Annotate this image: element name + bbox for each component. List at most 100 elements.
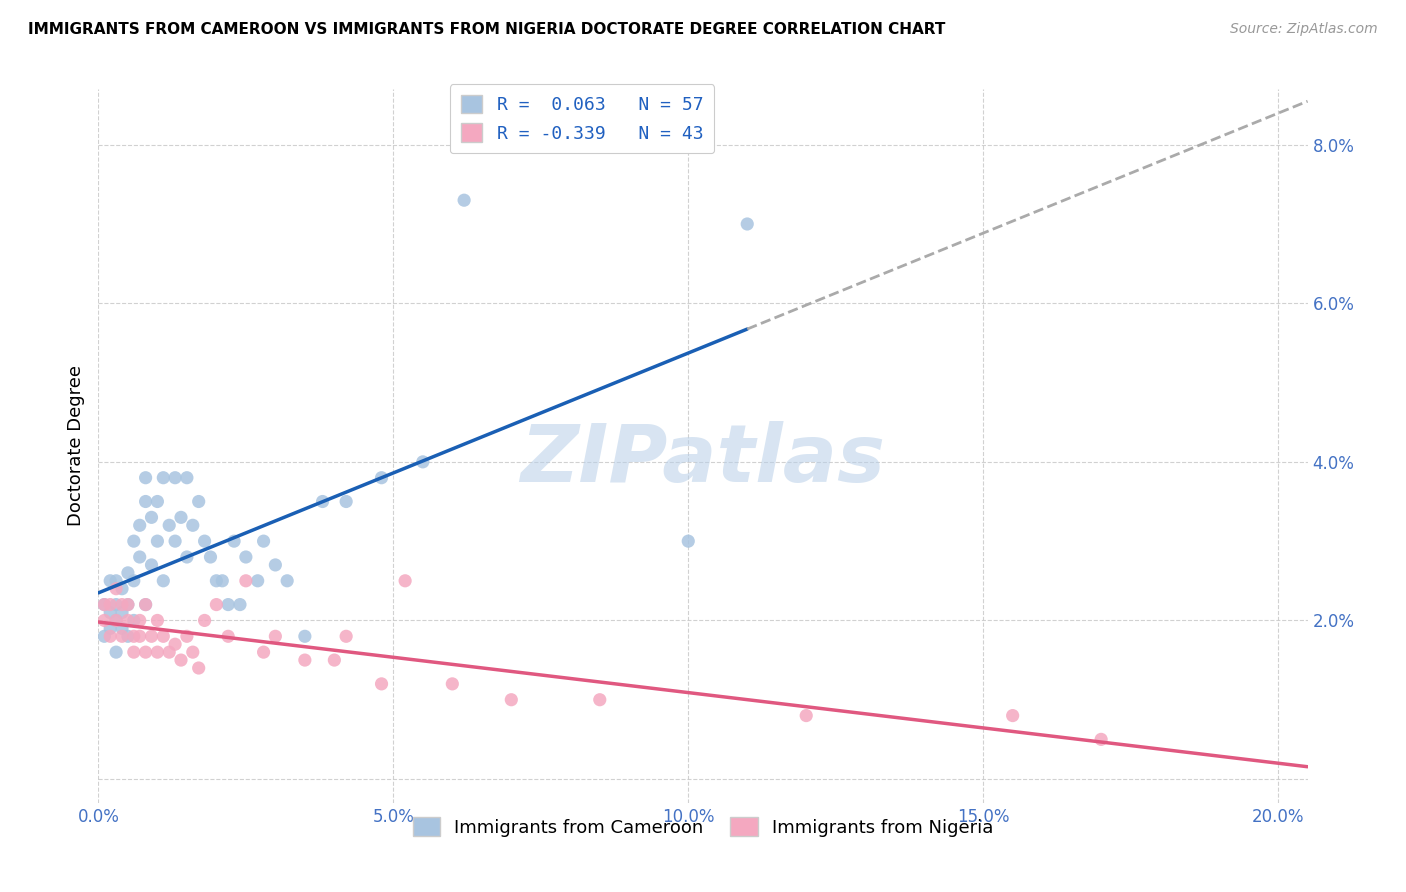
Point — [335, 494, 357, 508]
Point — [93, 598, 115, 612]
Point — [146, 614, 169, 628]
Point — [111, 629, 134, 643]
Legend: Immigrants from Cameroon, Immigrants from Nigeria: Immigrants from Cameroon, Immigrants fro… — [405, 810, 1001, 844]
Point — [323, 653, 346, 667]
Point — [98, 574, 121, 588]
Point — [105, 614, 128, 628]
Point — [122, 574, 145, 588]
Text: Source: ZipAtlas.com: Source: ZipAtlas.com — [1230, 22, 1378, 37]
Point — [135, 494, 157, 508]
Point — [117, 598, 139, 612]
Point — [794, 708, 817, 723]
Point — [98, 606, 121, 620]
Point — [128, 549, 150, 564]
Point — [412, 455, 434, 469]
Point — [93, 614, 115, 628]
Point — [93, 629, 115, 643]
Point — [200, 549, 222, 564]
Point — [157, 645, 180, 659]
Point — [276, 574, 298, 588]
Point — [217, 598, 239, 612]
Point — [335, 629, 357, 643]
Point — [98, 621, 121, 635]
Point — [205, 574, 228, 588]
Point — [181, 645, 204, 659]
Point — [181, 518, 204, 533]
Point — [394, 574, 416, 588]
Point — [589, 692, 612, 706]
Point — [194, 534, 217, 549]
Text: IMMIGRANTS FROM CAMEROON VS IMMIGRANTS FROM NIGERIA DOCTORATE DEGREE CORRELATION: IMMIGRANTS FROM CAMEROON VS IMMIGRANTS F… — [28, 22, 945, 37]
Point — [146, 494, 169, 508]
Point — [122, 645, 145, 659]
Point — [453, 193, 475, 207]
Point — [441, 677, 464, 691]
Point — [1090, 732, 1112, 747]
Point — [105, 645, 128, 659]
Point — [98, 598, 121, 612]
Point — [157, 518, 180, 533]
Point — [146, 645, 169, 659]
Point — [128, 518, 150, 533]
Point — [135, 471, 157, 485]
Point — [264, 629, 287, 643]
Point — [235, 574, 257, 588]
Point — [1001, 708, 1024, 723]
Point — [117, 566, 139, 580]
Point — [205, 598, 228, 612]
Point — [117, 598, 139, 612]
Point — [152, 629, 174, 643]
Point — [111, 621, 134, 635]
Point — [135, 645, 157, 659]
Point — [176, 471, 198, 485]
Point — [135, 598, 157, 612]
Point — [128, 629, 150, 643]
Text: ZIPatlas: ZIPatlas — [520, 421, 886, 500]
Point — [117, 629, 139, 643]
Point — [311, 494, 333, 508]
Point — [152, 471, 174, 485]
Point — [165, 471, 187, 485]
Point — [141, 558, 163, 572]
Point — [187, 661, 209, 675]
Point — [370, 677, 392, 691]
Point — [135, 598, 157, 612]
Point — [176, 549, 198, 564]
Point — [217, 629, 239, 643]
Point — [735, 217, 758, 231]
Point — [141, 629, 163, 643]
Point — [111, 606, 134, 620]
Point — [294, 653, 316, 667]
Point — [187, 494, 209, 508]
Point — [229, 598, 252, 612]
Point — [678, 534, 700, 549]
Point — [264, 558, 287, 572]
Point — [370, 471, 392, 485]
Point — [165, 534, 187, 549]
Point — [146, 534, 169, 549]
Point — [111, 582, 134, 596]
Point — [211, 574, 233, 588]
Point — [98, 629, 121, 643]
Point — [222, 534, 245, 549]
Point — [252, 534, 274, 549]
Point — [128, 614, 150, 628]
Point — [141, 510, 163, 524]
Point — [122, 629, 145, 643]
Point — [105, 598, 128, 612]
Point — [294, 629, 316, 643]
Y-axis label: Doctorate Degree: Doctorate Degree — [66, 366, 84, 526]
Point — [117, 614, 139, 628]
Point — [170, 653, 193, 667]
Point — [105, 614, 128, 628]
Point — [105, 574, 128, 588]
Point — [111, 598, 134, 612]
Point — [252, 645, 274, 659]
Point — [93, 598, 115, 612]
Point — [246, 574, 269, 588]
Point — [152, 574, 174, 588]
Point — [170, 510, 193, 524]
Point — [122, 534, 145, 549]
Point — [122, 614, 145, 628]
Point — [105, 582, 128, 596]
